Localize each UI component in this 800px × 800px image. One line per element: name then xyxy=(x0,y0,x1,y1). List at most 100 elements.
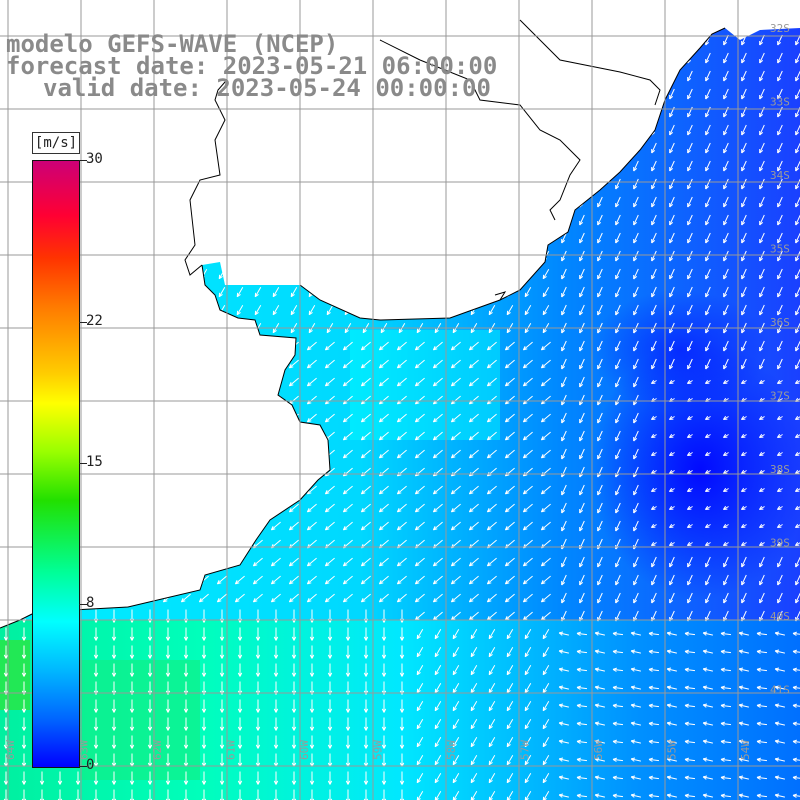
wind-arrow xyxy=(344,34,352,46)
wind-arrow xyxy=(0,359,11,369)
wind-arrow xyxy=(759,196,765,208)
wind-arrow xyxy=(777,214,783,226)
wind-arrow xyxy=(398,268,406,280)
wind-arrow xyxy=(506,88,514,100)
wind-arrow xyxy=(200,142,208,154)
wind-arrow xyxy=(254,304,262,316)
wind-arrow xyxy=(326,286,334,298)
wind-arrow xyxy=(579,142,585,154)
wind-arrow xyxy=(236,250,244,262)
wind-arrow xyxy=(200,160,208,172)
wind-arrow xyxy=(651,196,657,208)
wind-arrow xyxy=(164,142,172,154)
wind-arrow xyxy=(380,214,388,226)
wind-arrow xyxy=(633,448,639,460)
wind-arrow xyxy=(270,467,281,477)
wind-arrow xyxy=(579,124,585,136)
wind-arrow xyxy=(687,268,693,280)
wind-arrow xyxy=(234,341,245,351)
wind-arrow xyxy=(579,268,585,280)
wind-arrow xyxy=(360,449,371,459)
wind-arrow xyxy=(777,34,783,46)
wind-arrow xyxy=(522,503,533,513)
wind-arrow xyxy=(414,521,425,531)
wind-arrow xyxy=(561,340,567,352)
wind-arrow xyxy=(506,232,514,244)
wind-arrow xyxy=(126,413,137,423)
wind-arrow xyxy=(344,142,352,154)
wind-arrow xyxy=(0,431,11,441)
wind-arrow xyxy=(579,394,585,406)
wind-arrow xyxy=(540,341,551,351)
wind-arrow xyxy=(687,142,693,154)
wind-arrow xyxy=(236,268,244,280)
wind-arrow xyxy=(432,485,443,495)
wind-arrow xyxy=(378,359,389,369)
wind-arrow xyxy=(722,415,729,420)
wind-arrow xyxy=(18,431,29,441)
wind-arrow xyxy=(416,232,424,244)
wind-arrow xyxy=(542,142,550,154)
wind-arrow xyxy=(633,214,639,226)
colorbar-tick-label: 0 xyxy=(86,757,95,773)
wind-arrow xyxy=(450,359,461,369)
wind-arrow xyxy=(252,521,263,531)
latitude-label: 35S xyxy=(770,243,790,256)
wind-arrow xyxy=(342,341,353,351)
wind-arrow xyxy=(126,341,137,351)
latitude-label: 39S xyxy=(770,537,790,550)
wind-arrow xyxy=(524,70,532,82)
wind-arrow xyxy=(108,431,119,441)
wind-arrow xyxy=(144,485,155,495)
wind-arrow xyxy=(234,449,245,459)
wind-arrow xyxy=(234,431,245,441)
wind-arrow xyxy=(506,304,514,316)
wind-arrow xyxy=(579,430,585,442)
wind-arrow xyxy=(633,520,639,532)
wind-arrow xyxy=(758,433,765,438)
wind-arrow xyxy=(198,449,209,459)
wind-arrow xyxy=(450,341,461,351)
wind-arrow xyxy=(452,214,460,226)
wind-arrow xyxy=(687,196,693,208)
wind-arrow xyxy=(452,250,460,262)
wind-arrow xyxy=(144,521,155,531)
wind-arrow xyxy=(254,232,262,244)
wind-arrow xyxy=(740,433,747,438)
wind-arrow xyxy=(126,503,137,513)
wind-arrow xyxy=(542,232,550,244)
wind-arrow xyxy=(416,160,424,172)
wind-arrow xyxy=(522,413,533,423)
wind-arrow xyxy=(687,358,693,370)
wind-arrow xyxy=(452,286,460,298)
wind-arrow xyxy=(488,160,496,172)
wind-arrow xyxy=(180,341,191,351)
wind-arrow xyxy=(452,142,460,154)
latitude-label: 34S xyxy=(770,169,790,182)
wind-arrow xyxy=(579,250,585,262)
wind-arrow xyxy=(0,413,11,423)
wind-arrow xyxy=(561,502,567,514)
wind-arrow xyxy=(506,142,514,154)
wind-arrow xyxy=(524,304,532,316)
wind-arrow xyxy=(126,449,137,459)
wind-arrow xyxy=(198,377,209,387)
wind-arrow xyxy=(108,485,119,495)
wind-arrow xyxy=(110,178,118,190)
wind-arrow xyxy=(180,575,191,585)
wind-arrow xyxy=(669,196,675,208)
wind-arrow xyxy=(615,448,621,460)
wind-arrow xyxy=(236,286,244,298)
wind-arrow xyxy=(362,34,370,46)
wind-arrow xyxy=(108,341,119,351)
wind-arrow xyxy=(396,341,407,351)
wind-arrow xyxy=(416,124,424,136)
wind-arrow xyxy=(290,160,298,172)
colorbar-tick-mark xyxy=(79,160,87,161)
wind-arrow xyxy=(432,521,443,531)
wind-arrow xyxy=(597,520,603,532)
wind-arrow xyxy=(414,413,425,423)
wind-arrow xyxy=(144,359,155,369)
wind-arrow xyxy=(378,485,389,495)
wind-arrow xyxy=(198,413,209,423)
